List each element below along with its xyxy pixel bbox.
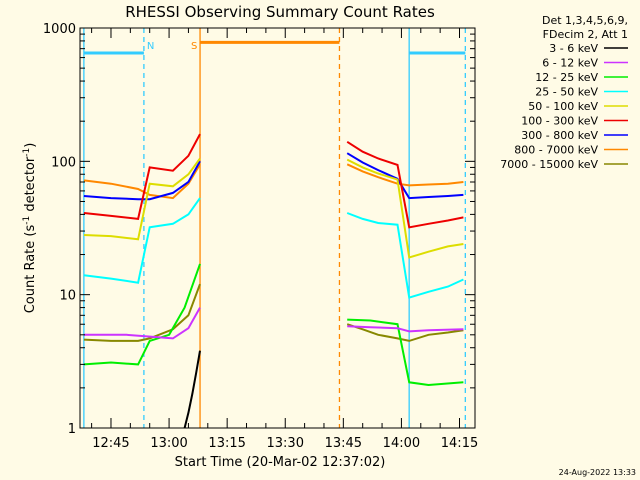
series-line [346,163,464,187]
x-tick-label: 13:30 [267,436,304,451]
series-line [347,318,464,387]
series-line [347,325,464,333]
y-tick-label: 1000 [43,22,76,37]
legend-entry-label: 7000 - 15000 keV [500,158,598,171]
series-lines [83,133,464,429]
legend-entry-label: 6 - 12 keV [542,57,598,70]
series-line [83,163,201,200]
flag-label: S [191,41,197,52]
legend-entry-label: 3 - 6 keV [549,42,598,55]
series-line [83,263,201,366]
legend-entry-label: 50 - 100 keV [528,100,598,113]
y-axis: 1 10 100 1000 [43,22,475,437]
legend-entry-label: 300 - 800 keV [521,129,598,142]
legend-header-line-1: Det 1,3,4,5,6,9, [542,14,628,27]
series-line [346,140,464,229]
series-line [83,160,201,201]
x-axis: 12:45 13:00 13:15 13:30 13:45 14:00 14:15 [91,28,478,451]
series-line [83,133,201,220]
series-line [346,323,464,342]
series-line [83,157,201,241]
x-tick-label: 12:45 [92,436,129,451]
y-tick-label: 10 [59,289,76,304]
generation-timestamp: 24-Aug-2022 13:33 [559,468,636,477]
legend: Det 1,3,4,5,6,9, FDecim 2, Att 1 3 - 6 k… [500,14,628,171]
legend-entry-label: 12 - 25 keV [535,71,598,84]
legend-header-line-2: FDecim 2, Att 1 [543,28,628,41]
y-tick-label: 1 [68,422,76,437]
legend-entry-label: 25 - 50 keV [535,86,598,99]
series-line [83,197,201,284]
chart-title: RHESSI Observing Summary Count Rates [125,3,435,21]
series-line [346,212,464,299]
y-axis-label: Count Rate (s-1 detector-1) [22,143,38,314]
series-line [183,350,201,429]
plot-frame [79,27,476,429]
flag-label: N [147,41,154,52]
series-line [83,283,201,342]
legend-entry-label: 800 - 7000 keV [514,144,598,157]
x-tick-label: 13:45 [325,436,362,451]
x-axis-label: Start Time (20-Mar-02 12:37:02) [175,455,386,470]
y-tick-label: 100 [51,155,76,170]
series-line [346,152,464,200]
x-tick-label: 14:00 [383,436,420,451]
x-tick-label: 14:15 [441,436,478,451]
x-tick-label: 13:15 [208,436,245,451]
series-line [83,307,201,340]
x-tick-label: 13:00 [150,436,187,451]
legend-entry-label: 100 - 300 keV [521,115,598,128]
series-line [346,158,464,259]
